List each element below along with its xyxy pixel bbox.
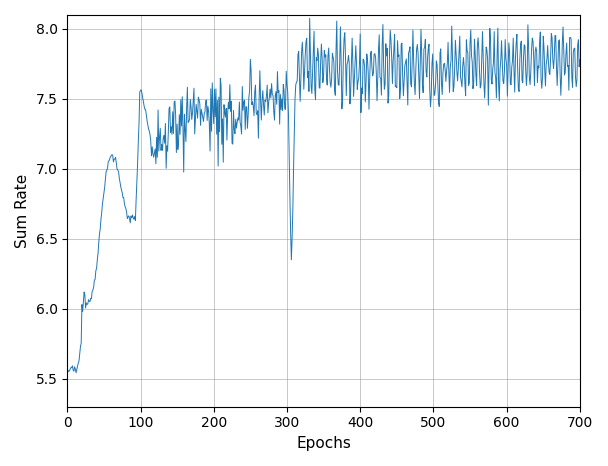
- Y-axis label: Sum Rate: Sum Rate: [15, 174, 30, 248]
- X-axis label: Epochs: Epochs: [296, 436, 351, 451]
